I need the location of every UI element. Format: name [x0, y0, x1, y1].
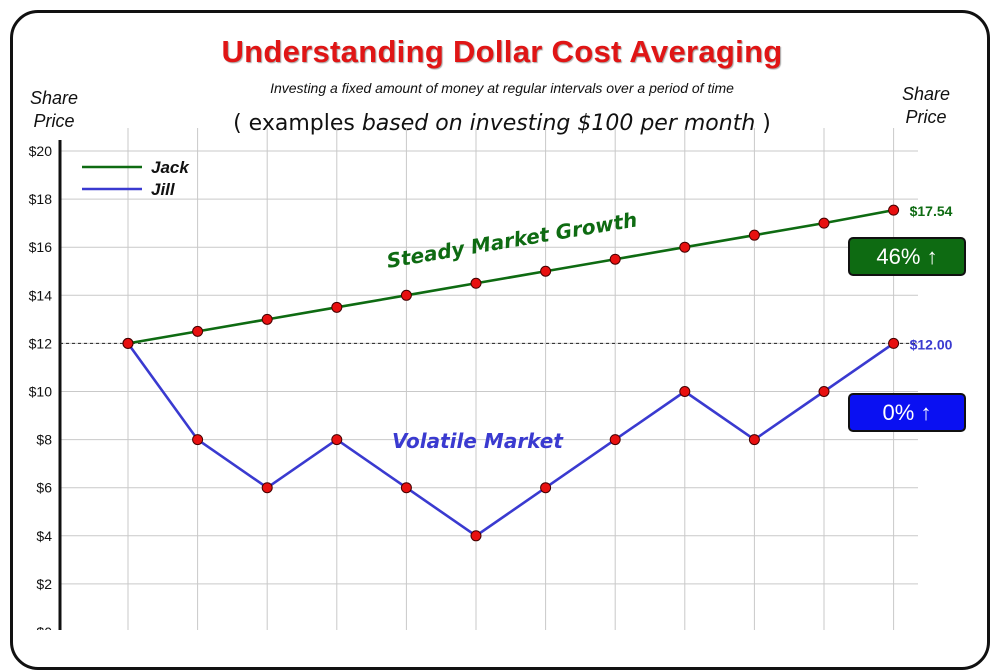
y-tick-label: $6 — [36, 480, 52, 496]
jill-point — [122, 337, 134, 349]
jack-point — [540, 265, 552, 277]
jack-point — [400, 289, 412, 301]
jill-point — [679, 386, 691, 397]
jill-point — [888, 337, 900, 349]
right-axis-title: Share Price — [892, 83, 960, 129]
jack-point — [609, 253, 621, 265]
line-chart: $0 $2 $4 $6 $8 $10 $12 $14 $16 $18 $20 Jack Jill $17.… — [29, 128, 953, 630]
y-tick-label: $2 — [36, 576, 52, 592]
jill-end-label: $12.00 — [910, 336, 953, 352]
left-axis-title: Share Price — [22, 87, 86, 133]
jill-series-line — [126, 342, 895, 538]
chart-title: Understanding Dollar Cost Averaging — [221, 34, 783, 69]
jack-point — [331, 301, 343, 313]
y-tick-label: $0 — [36, 624, 52, 630]
left-axis-title-line1: Share — [29, 88, 79, 108]
y-tick-label: $10 — [29, 384, 53, 400]
jill-point — [748, 434, 760, 446]
right-axis-title-line2: Price — [905, 107, 947, 127]
jack-point — [818, 217, 830, 229]
left-axis-title-line2: Price — [33, 111, 75, 131]
y-tick-label: $14 — [29, 287, 53, 303]
y-tick-label: $8 — [36, 432, 52, 448]
jill-point — [192, 434, 204, 446]
jack-point — [470, 277, 482, 289]
steady-growth-annotation: Steady Market Growth — [385, 207, 639, 273]
jack-point — [748, 229, 760, 241]
jill-point — [470, 530, 482, 542]
jack-growth-badge: 46% ↑ — [848, 237, 966, 276]
y-tick-label: $16 — [29, 239, 53, 255]
jill-point — [818, 386, 830, 397]
jack-series-line — [127, 208, 894, 345]
jill-growth-badge: 0% ↑ — [848, 393, 966, 432]
y-tick-label: $20 — [29, 143, 53, 159]
jill-legend-label: Jill — [151, 180, 176, 199]
chart-subtitle: Investing a fixed amount of money at reg… — [270, 80, 734, 96]
jack-legend-label: Jack — [151, 158, 190, 177]
volatile-market-annotation: Volatile Market — [392, 429, 564, 453]
jack-end-label: $17.54 — [910, 203, 953, 219]
example-italic: based on investing $100 per month — [361, 111, 756, 136]
right-axis-title-line1: Share — [901, 84, 951, 104]
y-tick-label: $4 — [36, 528, 52, 544]
example-close: ) — [762, 111, 771, 136]
jill-point — [331, 434, 343, 446]
y-tick-label: $12 — [29, 335, 53, 351]
jack-point — [888, 204, 900, 216]
example-note: ( examples based on investing $100 per m… — [0, 111, 1004, 136]
jack-point — [261, 313, 273, 325]
y-tick-label: $18 — [29, 191, 53, 207]
example-open: ( examples — [233, 111, 355, 136]
jack-point — [679, 241, 691, 253]
jill-point — [540, 482, 552, 494]
jack-point — [192, 325, 204, 337]
jill-point — [400, 482, 412, 494]
jill-point — [609, 434, 621, 446]
jill-point — [261, 482, 273, 494]
